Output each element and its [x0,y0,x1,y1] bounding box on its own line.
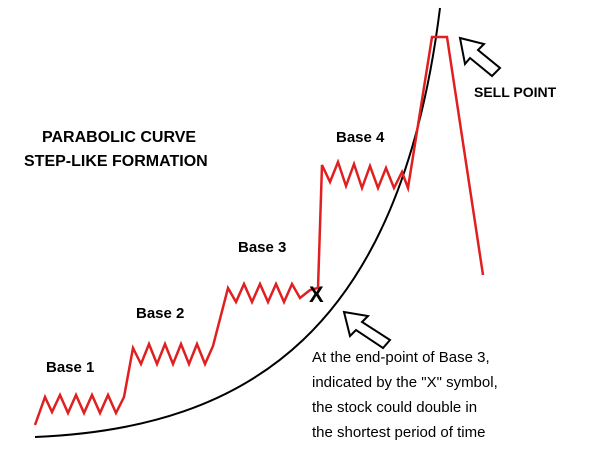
x-arrow [342,310,392,350]
sell-arrow [458,36,502,78]
base-label: Base 1 [46,359,94,376]
annotation-line: the shortest period of time [312,424,485,441]
base-label: Base 4 [336,129,385,146]
x-marker: X [309,282,324,307]
title-line: PARABOLIC CURVE [42,129,196,146]
base-label: Base 2 [136,305,184,322]
base-label: Base 3 [238,239,286,256]
annotation-line: the stock could double in [312,399,477,416]
sell-point-label: SELL POINT [474,84,557,100]
title-line: STEP-LIKE FORMATION [24,153,208,170]
annotation-line: indicated by the "X" symbol, [312,374,498,391]
price-line [33,35,485,426]
annotation-line: At the end-point of Base 3, [312,349,490,366]
